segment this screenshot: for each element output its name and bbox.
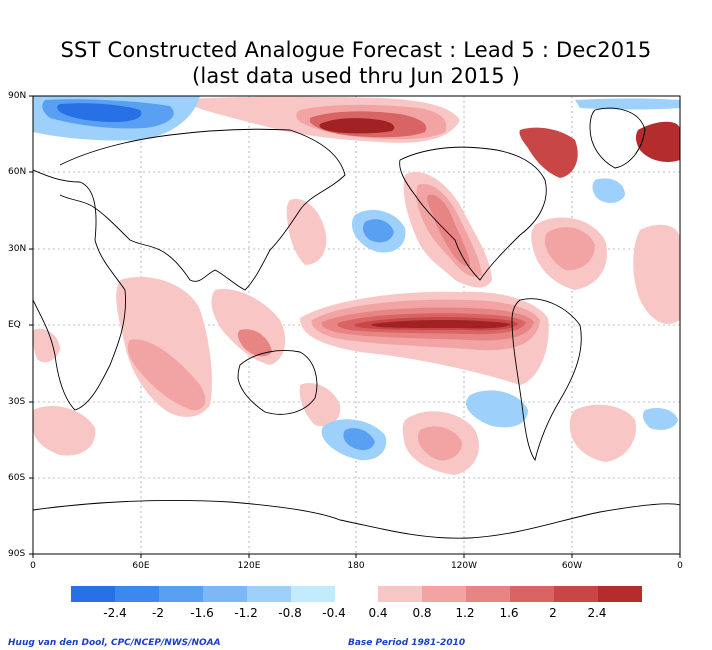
legend-swatch-neg-1 [115,586,159,602]
maritime-warm-inner [237,329,272,357]
n-pacific-cool-inner [362,219,394,243]
lon-label-60w: 60W [561,561,583,571]
legend-label-pos-1.2: 1.2 [455,606,475,620]
legend-swatch-pos-3 [510,586,554,602]
legend-label-pos-2.4: 2.4 [587,606,607,620]
legend-label-neg-2.4: -2.4 [103,606,127,620]
arabian-warm [33,328,60,363]
ne-pacific-warm-1.2 [427,194,470,267]
legend-label-neg-0.4: -0.4 [322,606,346,620]
greenland-outline [589,107,646,169]
color-legend [71,586,642,602]
australia-outline [237,350,318,415]
antarctica-outline [33,499,680,539]
lon-label-0-west: 0 [30,561,36,571]
legend-swatch-neg-5 [291,586,335,602]
south-indian-warm [33,406,96,456]
south-atlantic-warm [569,404,636,462]
africa-outline [33,169,126,411]
legend-swatch-neg-3 [203,586,247,602]
legend-label-pos-0.8: 0.8 [412,606,432,620]
legend-label-neg-0.8: -0.8 [278,606,302,620]
map-title-line1: SST Constructed Analogue Forecast : Lead… [60,38,652,62]
lon-label-0-east: 0 [677,561,683,571]
lat-label-60s: 60S [8,473,26,483]
north-america-outline [399,146,547,281]
arctic-east-cool [575,98,680,110]
lat-label-30n: 30N [8,244,27,254]
legend-swatch-neg-2 [159,586,203,602]
legend-swatch-neg-4 [247,586,291,602]
lat-label-90n: 90N [8,91,27,101]
legend-label-neg-1.2: -1.2 [234,606,258,620]
tasman-warm [299,382,341,427]
legend-label-pos-0.4: 0.4 [368,606,388,620]
n-atlantic-cool [592,178,625,203]
lat-label-60n: 60N [8,167,27,177]
coastlines [33,107,680,539]
lat-label-30s: 30S [8,397,26,407]
atlantic-warm-inner [545,227,595,271]
legend-swatch-neg-0 [71,586,115,602]
cool-anomalies [33,96,680,461]
nz-cool-inner [343,428,375,451]
author-credit: Huug van den Dool, CPC/NCEP/NWS/NOAA [8,638,221,648]
axis-ticks [29,95,681,558]
legend-label-neg-1.6: -1.6 [190,606,214,620]
base-period: Base Period 1981-2010 [348,638,466,648]
greenland-sea-warm [635,121,680,162]
legend-swatch-pos-4 [554,586,598,602]
legend-label-pos-2: 2 [549,606,557,620]
south-america-outline [511,298,582,462]
legend-swatch-pos-5 [598,586,642,602]
lat-label-90s: 90S [8,549,26,559]
indian-warm-inner [127,339,206,411]
legend-swatch-pos-1 [422,586,466,602]
hudson-warm [519,127,578,178]
gridlines [33,96,680,554]
arctic-cool-2 [57,103,142,122]
e-pacific-warm [633,224,680,324]
lon-label-120e: 120E [237,561,261,571]
south-pacific-warm-inner [418,426,462,461]
legend-label-pos-1.6: 1.6 [499,606,519,620]
lat-label-eq: EQ [8,320,21,330]
legend-swatch-pos-0 [378,586,422,602]
enso-warm-2.4 [371,320,510,329]
lon-label-60e: 60E [132,561,150,571]
s-atlantic-cool [642,408,678,430]
s-pacific-cool [465,390,528,428]
legend-swatch-pos-2 [466,586,510,602]
map-title-line2: (last data used thru Jun 2015 ) [191,64,521,88]
warm-anomalies [33,96,680,475]
eurasia-outline [59,128,346,291]
lon-label-120w: 120W [450,561,478,571]
lon-label-180: 180 [347,561,365,571]
arctic-warm-2.4 [319,118,395,134]
legend-label-neg-2: -2 [152,606,164,620]
